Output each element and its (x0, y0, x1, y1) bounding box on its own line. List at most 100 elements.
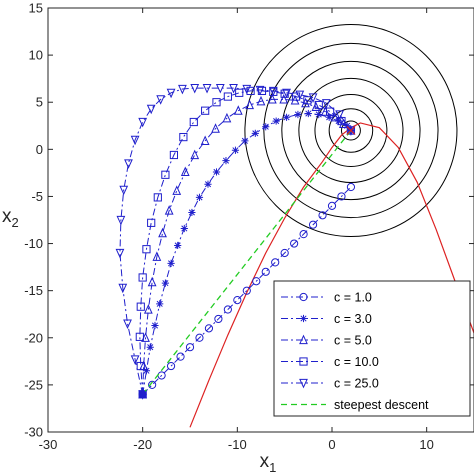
series-6 (142, 130, 352, 395)
series-1-point (318, 211, 327, 220)
contour-ring-3 (314, 94, 388, 167)
series-5-point (295, 90, 305, 101)
x-tick-label: 0 (328, 437, 335, 452)
x-tick-label: -10 (228, 437, 247, 452)
series-2-point (212, 168, 221, 176)
series-3-point (164, 205, 174, 215)
legend-entry: c = 1.0 (281, 291, 372, 305)
series-4-point (223, 92, 232, 101)
series-4-line (139, 90, 352, 395)
y-tick-label: -15 (24, 283, 43, 298)
legend-entry: c = 3.0 (281, 312, 372, 326)
series-1-point (308, 220, 318, 229)
series-3-point (267, 94, 277, 104)
start-point-marker (138, 390, 147, 399)
series-5-point (321, 99, 331, 109)
series-1-point (327, 201, 337, 210)
series-5-point (146, 104, 156, 115)
contour-ring-4 (298, 77, 404, 184)
series-2-point (142, 367, 151, 375)
series-4-point (314, 100, 323, 110)
objective-contours (244, 23, 458, 238)
series-4-point (212, 98, 221, 107)
series-4-point (147, 218, 156, 227)
series-4-point (136, 302, 145, 311)
series-1-point (252, 277, 261, 286)
series-5-point (124, 159, 133, 169)
series-1-point (280, 248, 289, 258)
series-4-point (135, 332, 144, 341)
legend-marker (299, 334, 308, 345)
series-2-point (251, 129, 259, 137)
series-1-point (214, 314, 223, 324)
x-axis-label: x1 (260, 451, 277, 475)
series-2-point (146, 343, 154, 351)
axis-ticks: -30 -20 -10 0 10 -30 -25 -20 -15 -10 -5 0 5 10 15 (24, 1, 474, 452)
series-5-point (116, 215, 126, 226)
legend-entry: steepest descent (281, 398, 429, 412)
series-4-point (246, 86, 255, 96)
series-1-point (337, 192, 346, 201)
series-5-point (346, 126, 356, 136)
series-3-point (158, 227, 167, 238)
series-5-line (119, 87, 352, 395)
contour-ring-2 (328, 108, 374, 153)
legend-entry: c = 5.0 (281, 334, 372, 348)
y-tick-label: -10 (24, 236, 43, 251)
series-5-point (335, 110, 344, 120)
legend-label: c = 25.0 (334, 377, 379, 391)
series-3-point (222, 112, 232, 123)
series-3-point (320, 106, 330, 116)
series-5-point (215, 83, 225, 94)
series-5-point (282, 88, 291, 99)
series-1-point (204, 324, 214, 333)
series-5-point (255, 85, 265, 96)
series-3-point (143, 304, 153, 314)
y-tick-label: -30 (24, 425, 43, 440)
series-5-point (178, 84, 187, 95)
contour-ring-6 (263, 42, 439, 219)
y-tick-label: 5 (36, 95, 43, 110)
series-1-point (261, 267, 270, 276)
series-1-point (271, 258, 280, 267)
series-6-line (142, 130, 352, 395)
series-2-point (231, 146, 240, 154)
series-3-point (190, 149, 200, 160)
legend-box (273, 280, 471, 417)
series-4-point (235, 88, 244, 97)
legend-label: c = 10.0 (334, 355, 379, 369)
series-2-point (151, 321, 159, 330)
legend-label: steepest descent (334, 398, 429, 412)
series-3-point (147, 276, 157, 287)
series-2-point (272, 117, 280, 125)
legend-label: c = 3.0 (334, 312, 372, 326)
series-2-point (161, 279, 169, 287)
legend-marker (299, 357, 308, 366)
series-2-point (222, 157, 230, 165)
series-2-point (180, 224, 188, 233)
series-5-point (268, 86, 278, 97)
series-2-point (241, 137, 249, 145)
y-tick-label: -25 (24, 377, 43, 392)
legend-entry: c = 25.0 (281, 377, 379, 391)
series-2-point (294, 110, 302, 119)
series-1-point (299, 230, 308, 239)
descent-paths (115, 83, 356, 400)
series-1-point (148, 380, 157, 389)
series-1-point (185, 343, 195, 352)
legend-marker (299, 378, 308, 389)
y-tick-label: 0 (36, 142, 43, 157)
series-2-point (304, 109, 312, 118)
x-axis-label-sub: 1 (269, 460, 276, 475)
y-tick-label: -5 (31, 189, 43, 204)
series-4-point (169, 150, 179, 160)
series-4-point (142, 245, 151, 254)
series-5-point (202, 83, 212, 94)
legend-label: c = 5.0 (334, 334, 372, 348)
series-3-point (233, 105, 243, 115)
series-4-point (326, 107, 335, 116)
series-1-point (242, 286, 251, 295)
series-1 (138, 182, 356, 399)
y-tick-label: -20 (24, 330, 43, 345)
